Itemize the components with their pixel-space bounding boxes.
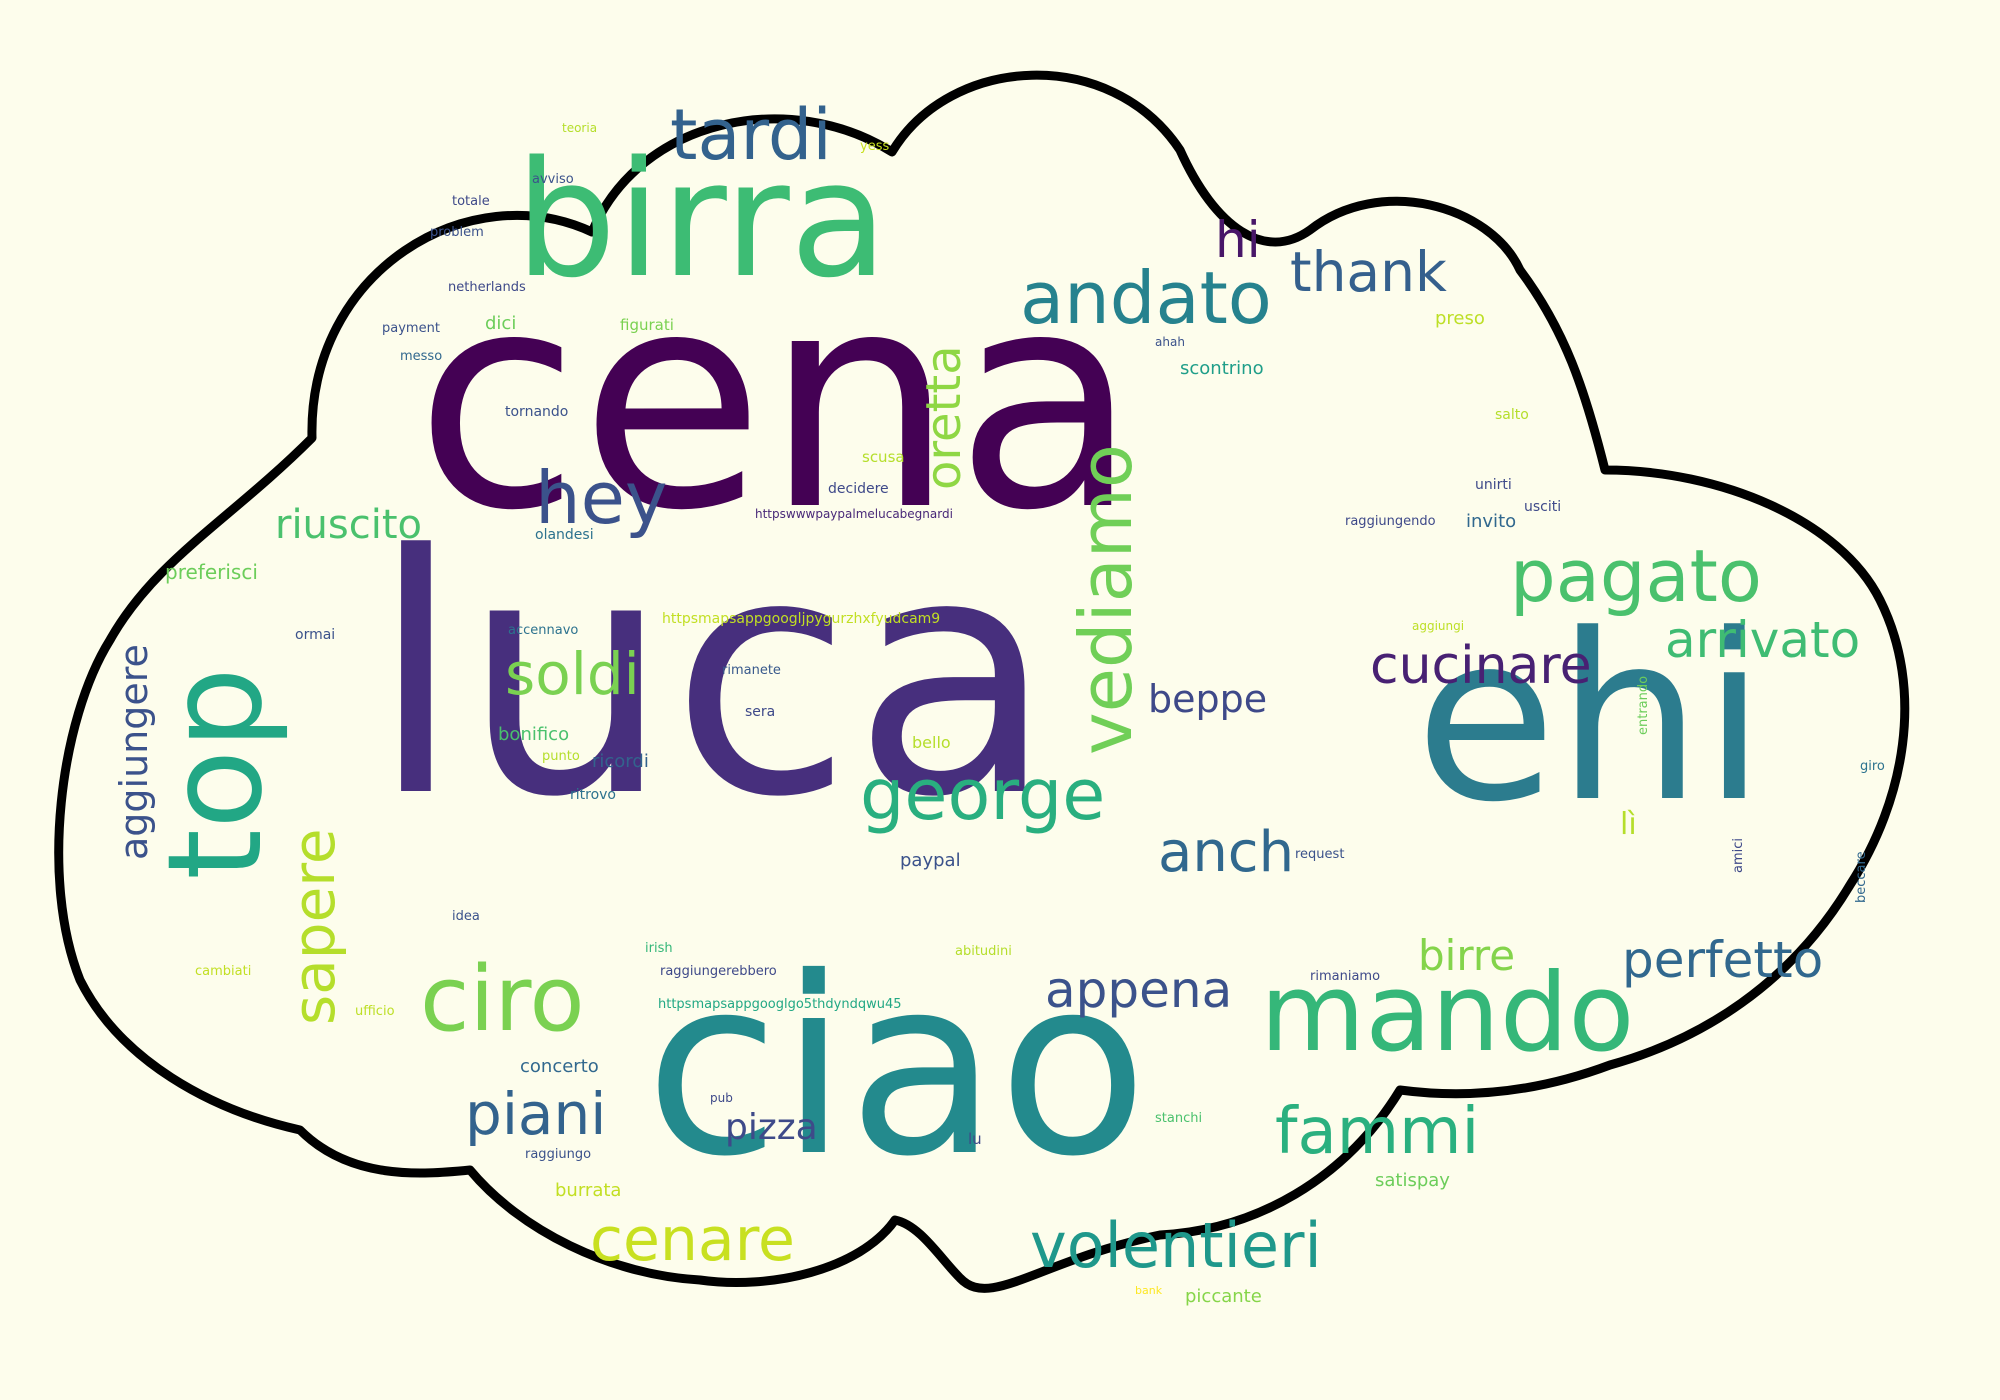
word-maps-link-2: httpsmapsappgooglgo5thdyndqwu45 — [658, 997, 902, 1012]
word-hi: hi — [1215, 211, 1261, 269]
word-ciro: ciro — [420, 947, 585, 1052]
word-yess: yess — [860, 139, 890, 154]
word-unirti: unirti — [1475, 477, 1512, 493]
word-perfetto: perfetto — [1622, 931, 1824, 989]
word-preferisci: preferisci — [165, 560, 258, 584]
word-cucinare: cucinare — [1370, 636, 1592, 696]
word-irish: irish — [645, 941, 673, 956]
word-ehi: ehi — [1415, 586, 1767, 853]
word-piccante: piccante — [1185, 1286, 1262, 1307]
word-salto: salto — [1495, 407, 1529, 423]
word-raggiungendo: raggiungendo — [1345, 514, 1436, 529]
word-amici: amici — [1731, 837, 1746, 873]
word-li: lì — [1620, 807, 1637, 842]
word-andato: andato — [1020, 256, 1272, 340]
word-request: request — [1295, 847, 1345, 862]
word-arrivato: arrivato — [1665, 611, 1861, 669]
word-ricordi: ricordi — [592, 751, 649, 772]
word-paypal: paypal — [900, 850, 961, 871]
word-appena: appena — [1045, 961, 1233, 1019]
word-sapere: sapere — [280, 828, 348, 1025]
word-scusa: scusa — [862, 448, 905, 466]
word-problem: problem — [430, 225, 484, 240]
word-abitudini: abitudini — [955, 944, 1012, 959]
word-fammi: fammi — [1275, 1095, 1480, 1169]
word-beccare: beccare — [1854, 851, 1869, 903]
word-bello: bello — [912, 733, 951, 752]
word-tardi: tardi — [670, 94, 832, 176]
word-invito: invito — [1466, 511, 1517, 532]
word-cenare: cenare — [590, 1205, 795, 1275]
cloud-outline — [54, 70, 1910, 1293]
word-raggiungerebbero: raggiungerebbero — [660, 964, 777, 979]
word-giro: giro — [1860, 759, 1885, 774]
word-punto: punto — [542, 749, 580, 764]
word-soldi: soldi — [505, 640, 640, 708]
word-preso: preso — [1435, 308, 1485, 329]
word-anch: anch — [1158, 820, 1295, 885]
word-accennavo: accennavo — [508, 623, 579, 638]
word-aggiungi: aggiungi — [1412, 619, 1465, 633]
word-stanchi: stanchi — [1155, 1111, 1203, 1126]
word-ahah: ahah — [1155, 335, 1185, 349]
word-messo: messo — [400, 349, 443, 364]
word-piani: piani — [465, 1080, 607, 1148]
word-volentieri: volentieri — [1030, 1209, 1322, 1282]
word-pub: pub — [710, 1091, 733, 1105]
word-burrata: burrata — [555, 1180, 622, 1201]
word-cena: cena — [415, 227, 1139, 576]
word-rimanete: rimanete — [722, 663, 781, 678]
word-usciti: usciti — [1524, 499, 1562, 515]
word-teoria: teoria — [562, 121, 598, 135]
word-cambiati: cambiati — [195, 964, 252, 979]
word-sera: sera — [745, 704, 776, 720]
word-paypal-link: httpswwwpaypalmelucabegnardi — [755, 507, 953, 521]
word-riuscito: riuscito — [275, 502, 423, 548]
word-luca: luca — [370, 485, 1055, 869]
word-pizza: pizza — [725, 1107, 818, 1148]
word-bank: bank — [1135, 1284, 1163, 1297]
word-idea: idea — [452, 909, 480, 924]
word-top: top — [139, 666, 291, 880]
word-oretta: oretta — [916, 345, 972, 490]
word-bonifico: bonifico — [498, 724, 570, 745]
word-decidere: decidere — [828, 481, 889, 497]
word-raggiungo: raggiungo — [525, 1147, 592, 1162]
word-pagato: pagato — [1510, 534, 1762, 618]
word-dici: dici — [485, 313, 517, 334]
word-netherlands: netherlands — [448, 280, 526, 295]
word-vediamo: vediamo — [1064, 444, 1148, 755]
word-olandesi: olandesi — [535, 527, 594, 543]
word-ciao: ciao — [645, 925, 1148, 1210]
word-rimaniamo: rimaniamo — [1310, 969, 1381, 984]
word-ormai: ormai — [295, 627, 336, 643]
word-thank: thank — [1290, 240, 1447, 304]
word-birra: birra — [515, 126, 888, 313]
word-mando: mando — [1260, 951, 1635, 1076]
word-george: george — [860, 754, 1106, 836]
word-avviso: avviso — [532, 172, 574, 187]
word-maps-link-1: httpsmapsappgoogljpygurzhxfyudcam9 — [662, 611, 941, 627]
word-totale: totale — [452, 194, 490, 209]
word-scontrino: scontrino — [1180, 358, 1264, 379]
word-tornando: tornando — [505, 404, 569, 420]
word-satispay: satispay — [1375, 1170, 1450, 1191]
word-birre: birre — [1418, 931, 1516, 980]
word-figurati: figurati — [620, 316, 674, 334]
word-payment: payment — [382, 321, 440, 336]
word-aggiungere: aggiungere — [112, 644, 156, 860]
word-concerto: concerto — [520, 1056, 599, 1077]
word-lu: lu — [968, 1130, 982, 1148]
word-ufficio: ufficio — [355, 1004, 395, 1019]
word-entrando: entrando — [1636, 675, 1651, 735]
word-ritrovo: ritrovo — [570, 787, 616, 803]
word-hey: hey — [535, 456, 668, 540]
word-beppe: beppe — [1148, 677, 1268, 721]
